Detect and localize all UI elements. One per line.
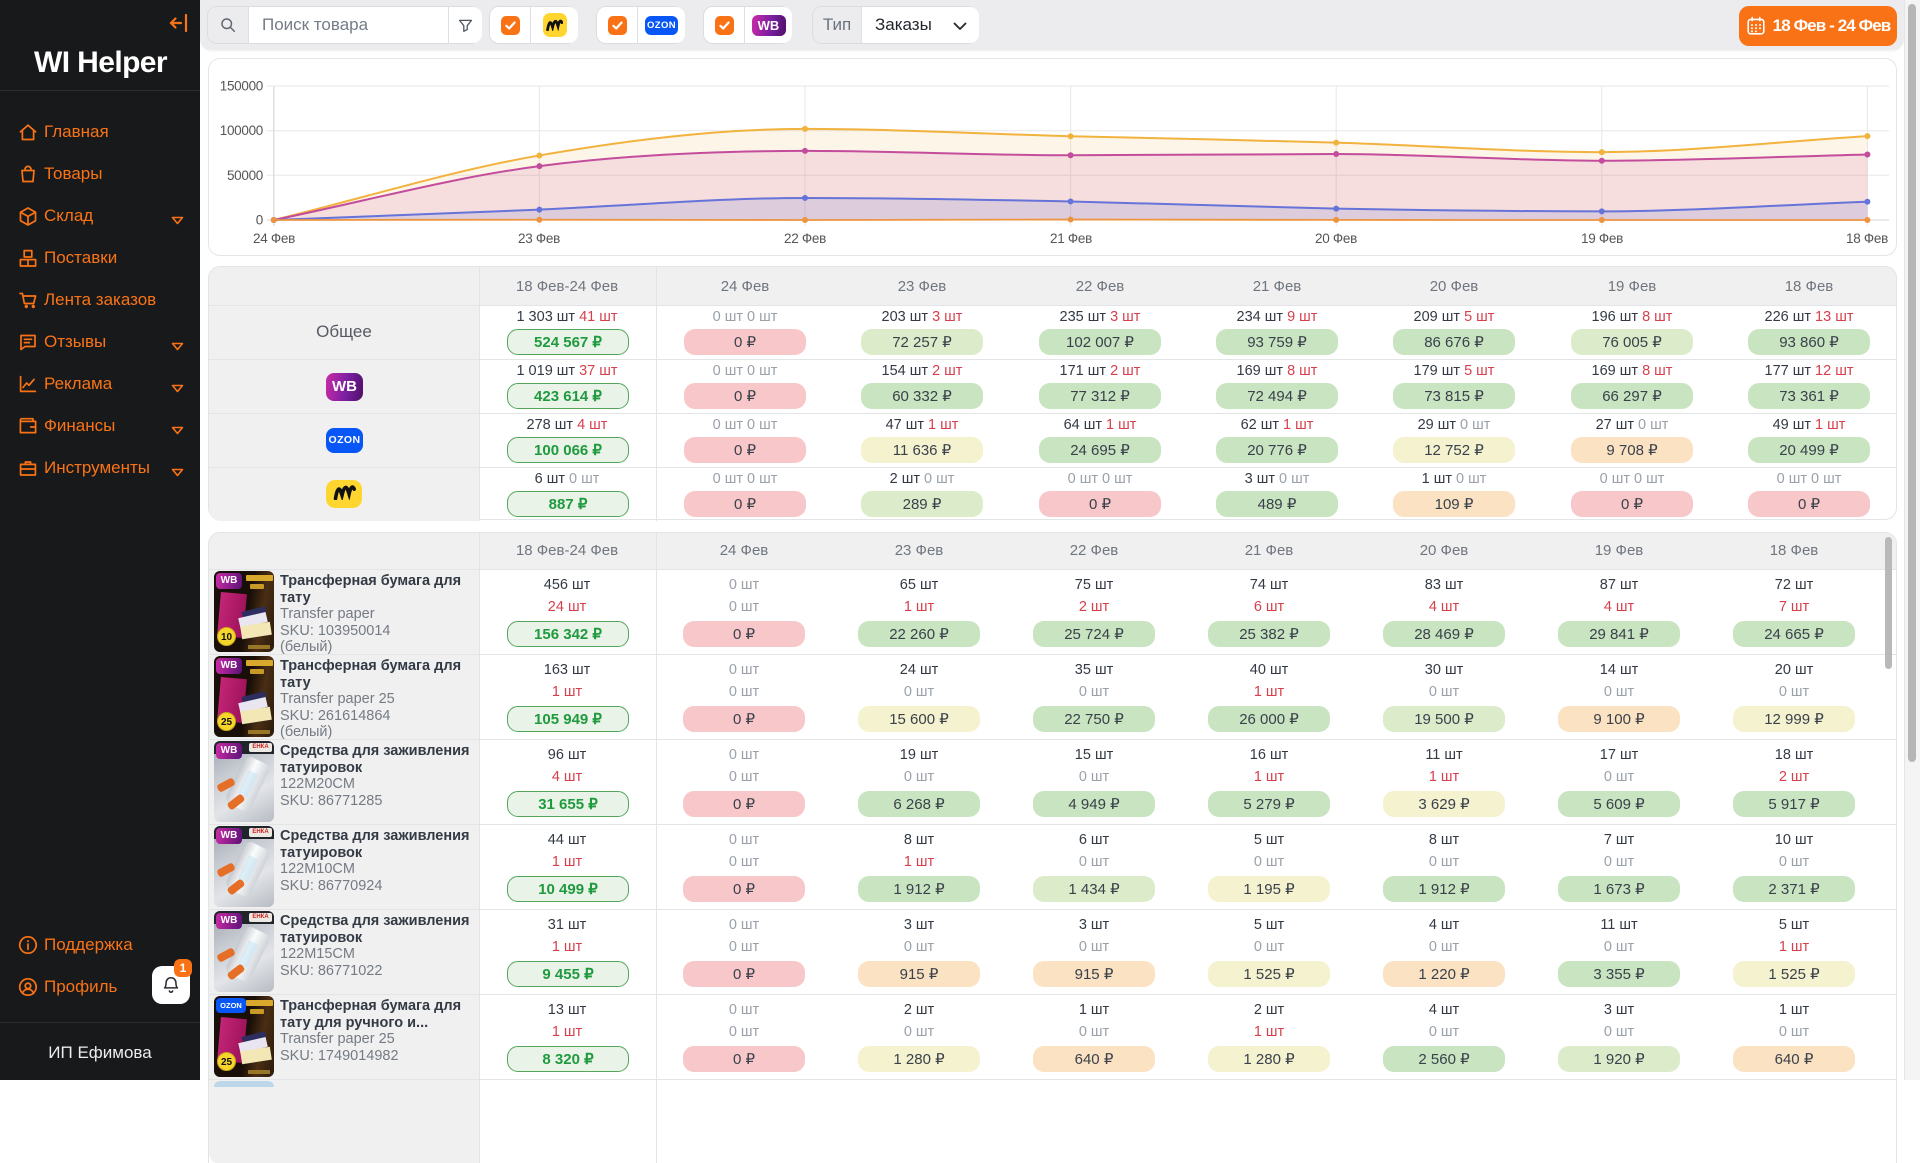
svg-text:24 Фев: 24 Фев bbox=[253, 231, 295, 246]
svg-text:0: 0 bbox=[256, 213, 263, 228]
svg-text:21 Фев: 21 Фев bbox=[1050, 231, 1092, 246]
svg-text:23 Фев: 23 Фев bbox=[518, 231, 560, 246]
svg-text:19 Фев: 19 Фев bbox=[1581, 231, 1623, 246]
svg-text:100000: 100000 bbox=[220, 123, 263, 138]
svg-text:18 Фев: 18 Фев bbox=[1846, 231, 1888, 246]
svg-text:20 Фев: 20 Фев bbox=[1315, 231, 1357, 246]
svg-text:22 Фев: 22 Фев bbox=[784, 231, 826, 246]
svg-text:50000: 50000 bbox=[227, 168, 263, 183]
svg-text:150000: 150000 bbox=[220, 79, 263, 94]
